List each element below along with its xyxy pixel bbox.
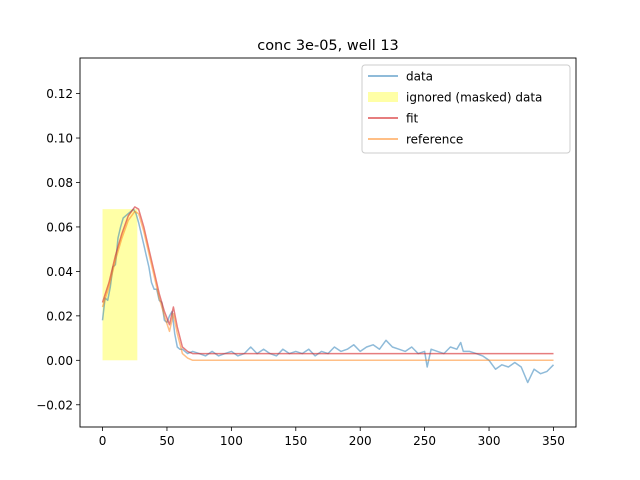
x-tick-label: 0: [99, 434, 107, 448]
y-tick-label: −0.02: [36, 398, 73, 412]
legend-label: reference: [406, 133, 463, 147]
series-line-fit: [101, 206, 554, 355]
x-tick-label: 100: [220, 434, 243, 448]
series-line-data: [101, 208, 555, 384]
legend-label: fit: [406, 112, 419, 126]
y-tick-label: 0.04: [46, 265, 73, 279]
axes-frame: [79, 57, 577, 428]
legend-swatch-masked: [368, 92, 398, 102]
legend-box: [361, 64, 571, 154]
x-tick-label: 250: [413, 434, 436, 448]
y-tick-label: 0.06: [46, 220, 73, 234]
x-tick-label: 200: [349, 434, 372, 448]
legend-label: ignored (masked) data: [406, 91, 542, 105]
x-tick-label: 150: [284, 434, 307, 448]
y-tick-label: 0.02: [46, 309, 73, 323]
legend-label: data: [406, 70, 433, 84]
y-tick-label: 0.08: [46, 176, 73, 190]
x-tick-label: 300: [478, 434, 501, 448]
x-tick-label: 350: [542, 434, 565, 448]
y-tick-label: 0.12: [46, 87, 73, 101]
y-tick-label: 0.00: [46, 354, 73, 368]
chart-title: conc 3e-05, well 13: [257, 38, 399, 54]
series-line-reference: [101, 210, 554, 362]
y-tick-label: 0.10: [46, 132, 73, 146]
legend: data ignored (masked) data fit reference: [361, 64, 571, 154]
plot-area: 0 50 100 150 200 250 300 350 −0.02 0.00 0.02 0.04 0.…: [36, 57, 577, 448]
x-tick-label: 50: [159, 434, 174, 448]
